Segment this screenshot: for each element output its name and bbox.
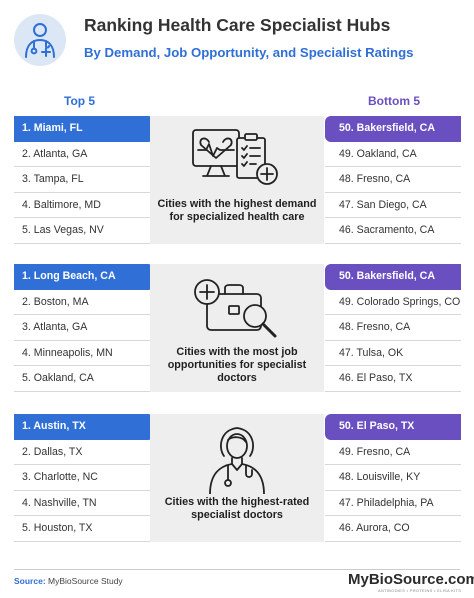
source-note: Source: MyBioSource Study: [14, 576, 123, 586]
top-5-list: 1. Long Beach, CA 2. Boston, MA 3. Atlan…: [14, 264, 154, 392]
page-subtitle: By Demand, Job Opportunity, and Speciali…: [84, 45, 414, 60]
doctor-badge-icon: [25, 23, 55, 58]
top-5-list: 1. Austin, TX 2. Dallas, TX 3. Charlotte…: [14, 414, 154, 542]
list-item: 1. Austin, TX: [14, 414, 154, 440]
heart-monitor-clipboard-icon: [192, 129, 278, 185]
list-item: 47. Tulsa, OK: [325, 341, 461, 367]
female-doctor-stethoscope-icon: [209, 427, 265, 494]
page-title: Ranking Health Care Specialist Hubs: [84, 15, 391, 35]
list-item: 3. Tampa, FL: [14, 167, 154, 193]
section-demand: 1. Miami, FL 2. Atlanta, GA 3. Tampa, FL…: [14, 116, 461, 250]
bottom-5-list: 50. Bakersfield, CA 49. Oakland, CA 48. …: [325, 116, 461, 244]
bottom-5-list: 50. Bakersfield, CA 49. Colorado Springs…: [325, 264, 461, 392]
list-item: 2. Boston, MA: [14, 290, 154, 316]
section-job-opportunities: 1. Long Beach, CA 2. Boston, MA 3. Atlan…: [14, 264, 461, 398]
brand-logo: MyBioSource.com ANTIBODIES • PROTEINS • …: [348, 571, 474, 593]
list-item: 3. Atlanta, GA: [14, 315, 154, 341]
list-item: 4. Minneapolis, MN: [14, 341, 154, 367]
category-caption: Cities with the highest-rated specialist…: [164, 496, 310, 521]
category-panel: Cities with the most job opportunities f…: [150, 264, 324, 392]
bottom-5-heading: Bottom 5: [368, 94, 420, 108]
footer-divider: [14, 569, 460, 570]
list-item: 50. El Paso, TX: [325, 414, 461, 440]
list-item: 49. Colorado Springs, CO: [325, 290, 461, 316]
list-item: 5. Las Vegas, NV: [14, 218, 154, 244]
list-item: 48. Fresno, CA: [325, 315, 461, 341]
list-item: 48. Louisville, KY: [325, 465, 461, 491]
list-item: 46. Aurora, CO: [325, 516, 461, 542]
source-text: MyBioSource Study: [48, 576, 123, 586]
header: Ranking Health Care Specialist Hubs By D…: [0, 0, 474, 80]
category-caption: Cities with the most job opportunities f…: [167, 346, 307, 384]
list-item: 4. Nashville, TN: [14, 491, 154, 517]
category-caption: Cities with the highest demand for speci…: [157, 198, 317, 223]
top-5-heading: Top 5: [64, 94, 96, 108]
list-item: 48. Fresno, CA: [325, 167, 461, 193]
list-item: 47. Philadelphia, PA: [325, 491, 461, 517]
list-item: 46. Sacramento, CA: [325, 218, 461, 244]
brand-tagline: ANTIBODIES • PROTEINS • ELISA KITS: [378, 588, 462, 593]
list-item: 2. Dallas, TX: [14, 440, 154, 466]
list-item: 2. Atlanta, GA: [14, 142, 154, 168]
list-item: 46. El Paso, TX: [325, 366, 461, 392]
list-item: 50. Bakersfield, CA: [325, 116, 461, 142]
section-ratings: 1. Austin, TX 2. Dallas, TX 3. Charlotte…: [14, 414, 461, 548]
list-item: 1. Long Beach, CA: [14, 264, 154, 290]
list-item: 5. Oakland, CA: [14, 366, 154, 392]
list-item: 5. Houston, TX: [14, 516, 154, 542]
list-item: 4. Baltimore, MD: [14, 193, 154, 219]
list-item: 49. Fresno, CA: [325, 440, 461, 466]
list-item: 49. Oakland, CA: [325, 142, 461, 168]
category-panel: Cities with the highest demand for speci…: [150, 116, 324, 244]
brand-name: MyBioSource.com: [348, 571, 474, 588]
list-item: 3. Charlotte, NC: [14, 465, 154, 491]
list-item: 50. Bakersfield, CA: [325, 264, 461, 290]
list-item: 1. Miami, FL: [14, 116, 154, 142]
source-label: Source:: [14, 576, 46, 586]
logo: [14, 14, 66, 66]
category-panel: Cities with the highest-rated specialist…: [150, 414, 324, 542]
bottom-5-list: 50. El Paso, TX 49. Fresno, CA 48. Louis…: [325, 414, 461, 542]
top-5-list: 1. Miami, FL 2. Atlanta, GA 3. Tampa, FL…: [14, 116, 154, 244]
medical-briefcase-search-icon: [194, 279, 277, 338]
list-item: 47. San Diego, CA: [325, 193, 461, 219]
